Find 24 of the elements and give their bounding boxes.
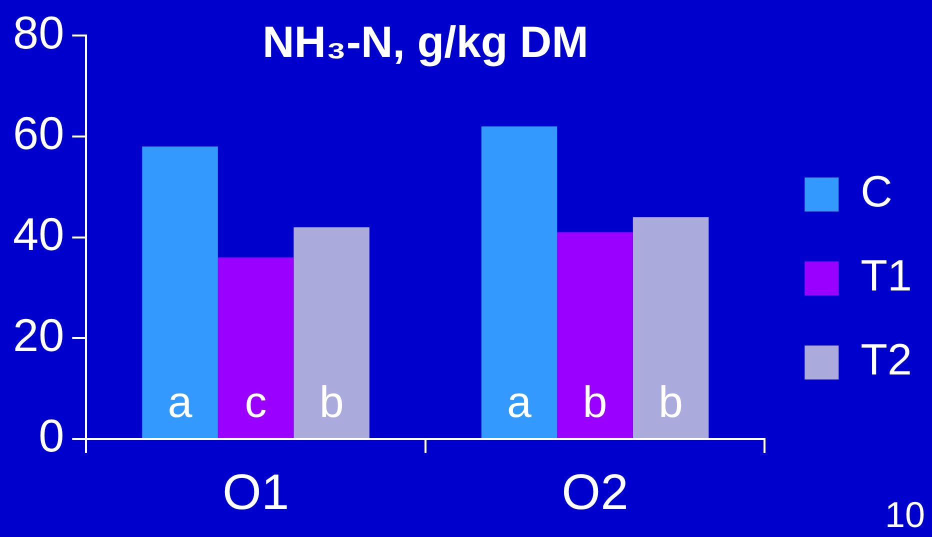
- data-label: a: [507, 378, 532, 427]
- bar: [632, 217, 709, 438]
- bar: [218, 257, 294, 438]
- bar: [481, 126, 558, 438]
- x-tick-label: O2: [562, 464, 628, 520]
- y-tick-label: 0: [38, 410, 64, 462]
- legend-label: C: [860, 168, 892, 217]
- bar: [557, 232, 633, 438]
- data-label: b: [319, 378, 344, 427]
- y-tick-label: 20: [12, 308, 64, 361]
- data-label: c: [244, 378, 267, 427]
- y-tick-label: 60: [12, 107, 64, 160]
- text: 10: [884, 494, 925, 535]
- y-tick-label: 80: [12, 6, 64, 58]
- data-label: a: [168, 378, 193, 427]
- legend-label: T1: [860, 252, 912, 301]
- data-label: b: [582, 378, 608, 427]
- legend-label: T2: [860, 336, 912, 385]
- bar: [142, 146, 218, 438]
- data-label: b: [658, 378, 684, 427]
- y-tick-label: 40: [12, 208, 64, 260]
- x-tick-label: O1: [222, 464, 290, 520]
- chart-title: NH₃-N, g/kg DM: [262, 18, 588, 68]
- bar: [294, 227, 370, 438]
